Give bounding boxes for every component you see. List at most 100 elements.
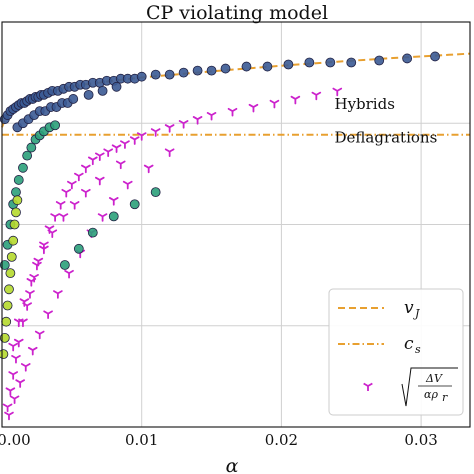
tri-point — [5, 387, 16, 396]
circle-point — [220, 63, 231, 74]
circle-point — [304, 57, 315, 68]
tri-point — [120, 140, 130, 149]
tri-point — [94, 152, 105, 162]
tri-point — [97, 213, 108, 222]
tri-point — [206, 112, 217, 121]
region-label: Deflagrations — [334, 128, 437, 146]
circle-point — [262, 61, 273, 72]
tri-point — [67, 180, 77, 190]
tri-point — [111, 144, 122, 153]
legend: v Jc s ΔV αρ r — [328, 288, 464, 416]
tri-point — [69, 201, 80, 210]
tri-point — [129, 136, 140, 145]
chart-title: CP violating model — [146, 2, 328, 24]
tri-point — [192, 116, 203, 125]
circle-point — [206, 65, 217, 76]
x-tick-label: 0.01 — [125, 431, 158, 449]
tri-point — [81, 188, 91, 198]
circle-point — [283, 59, 294, 70]
legend-label-denominator-sub: r — [442, 391, 448, 404]
circle-point — [4, 284, 14, 295]
circle-point — [402, 53, 413, 64]
x-tick-label: 0.03 — [404, 431, 437, 449]
legend-label: v — [404, 298, 414, 318]
tri-point — [150, 128, 161, 137]
tri-point — [136, 132, 147, 141]
x-axis-label: α — [226, 455, 239, 474]
tri-point — [2, 403, 13, 413]
tri-point — [15, 379, 25, 388]
x-tick-label: 0.00 — [0, 431, 31, 449]
tri-point — [8, 342, 18, 352]
circle-point — [1, 316, 12, 327]
x-tick-labels: 0.00 0.01 0.02 0.03 — [0, 431, 438, 449]
circle-point — [9, 219, 20, 230]
tri-point — [34, 330, 45, 340]
tri-point — [61, 188, 72, 198]
tri-point — [32, 261, 42, 271]
circle-point — [83, 90, 94, 100]
circle-point — [11, 187, 21, 198]
circle-point — [374, 55, 385, 66]
legend-label-denominator: αρ — [424, 388, 438, 401]
tri-point — [103, 148, 113, 157]
circle-point — [26, 142, 37, 153]
tri-point — [164, 148, 175, 157]
circle-point — [192, 65, 203, 76]
circle-point — [5, 268, 16, 279]
circle-point — [164, 69, 175, 80]
circle-point — [241, 61, 252, 72]
tri-point — [248, 103, 259, 113]
legend-label-sub: s — [415, 343, 421, 356]
tri-point — [178, 120, 189, 129]
tri-point — [115, 160, 126, 170]
tri-point — [25, 290, 35, 299]
circle-point — [346, 57, 357, 68]
reference-lines — [1, 52, 471, 136]
circle-point — [11, 207, 21, 218]
legend-box — [328, 288, 464, 416]
circle-point — [12, 195, 23, 206]
tri-point — [290, 95, 301, 105]
legend-tri-marker — [363, 382, 373, 391]
tri-point — [227, 107, 238, 117]
tri-point — [87, 156, 98, 166]
circle-point — [150, 187, 161, 198]
annotations: Hybrids Deflagrations — [334, 95, 437, 146]
region-label: Hybrids — [334, 95, 394, 113]
circle-point — [59, 260, 70, 270]
tri-point — [39, 245, 49, 255]
circle-point — [97, 85, 108, 96]
circle-point — [68, 94, 79, 104]
tri-point — [13, 338, 24, 348]
circle-point — [87, 227, 98, 238]
tri-point — [4, 411, 14, 421]
tri-point — [58, 213, 69, 222]
tri-point — [143, 164, 154, 174]
circle-point — [0, 349, 9, 359]
tri-point — [8, 371, 18, 380]
circle-point — [13, 175, 24, 185]
x-tick-label: 0.02 — [265, 431, 298, 449]
tri-point — [11, 355, 21, 364]
tri-point — [20, 363, 31, 372]
tri-point — [26, 278, 37, 287]
tri-point — [81, 164, 91, 174]
legend-label-sub: J — [413, 307, 420, 320]
circle-point — [18, 162, 28, 173]
tri-point — [43, 310, 53, 319]
circle-point — [325, 57, 336, 68]
legend-label: c — [404, 334, 414, 354]
tri-point — [269, 99, 280, 109]
circle-point — [136, 71, 147, 82]
tri-point — [332, 87, 343, 97]
tri-point — [19, 298, 30, 307]
tri-point — [164, 124, 175, 133]
tri-point — [311, 91, 322, 101]
tri-point — [13, 318, 24, 328]
circle-point — [150, 69, 161, 80]
data-points — [0, 51, 440, 421]
tri-point — [122, 180, 133, 190]
legend-label-numerator: ΔV — [425, 372, 443, 385]
